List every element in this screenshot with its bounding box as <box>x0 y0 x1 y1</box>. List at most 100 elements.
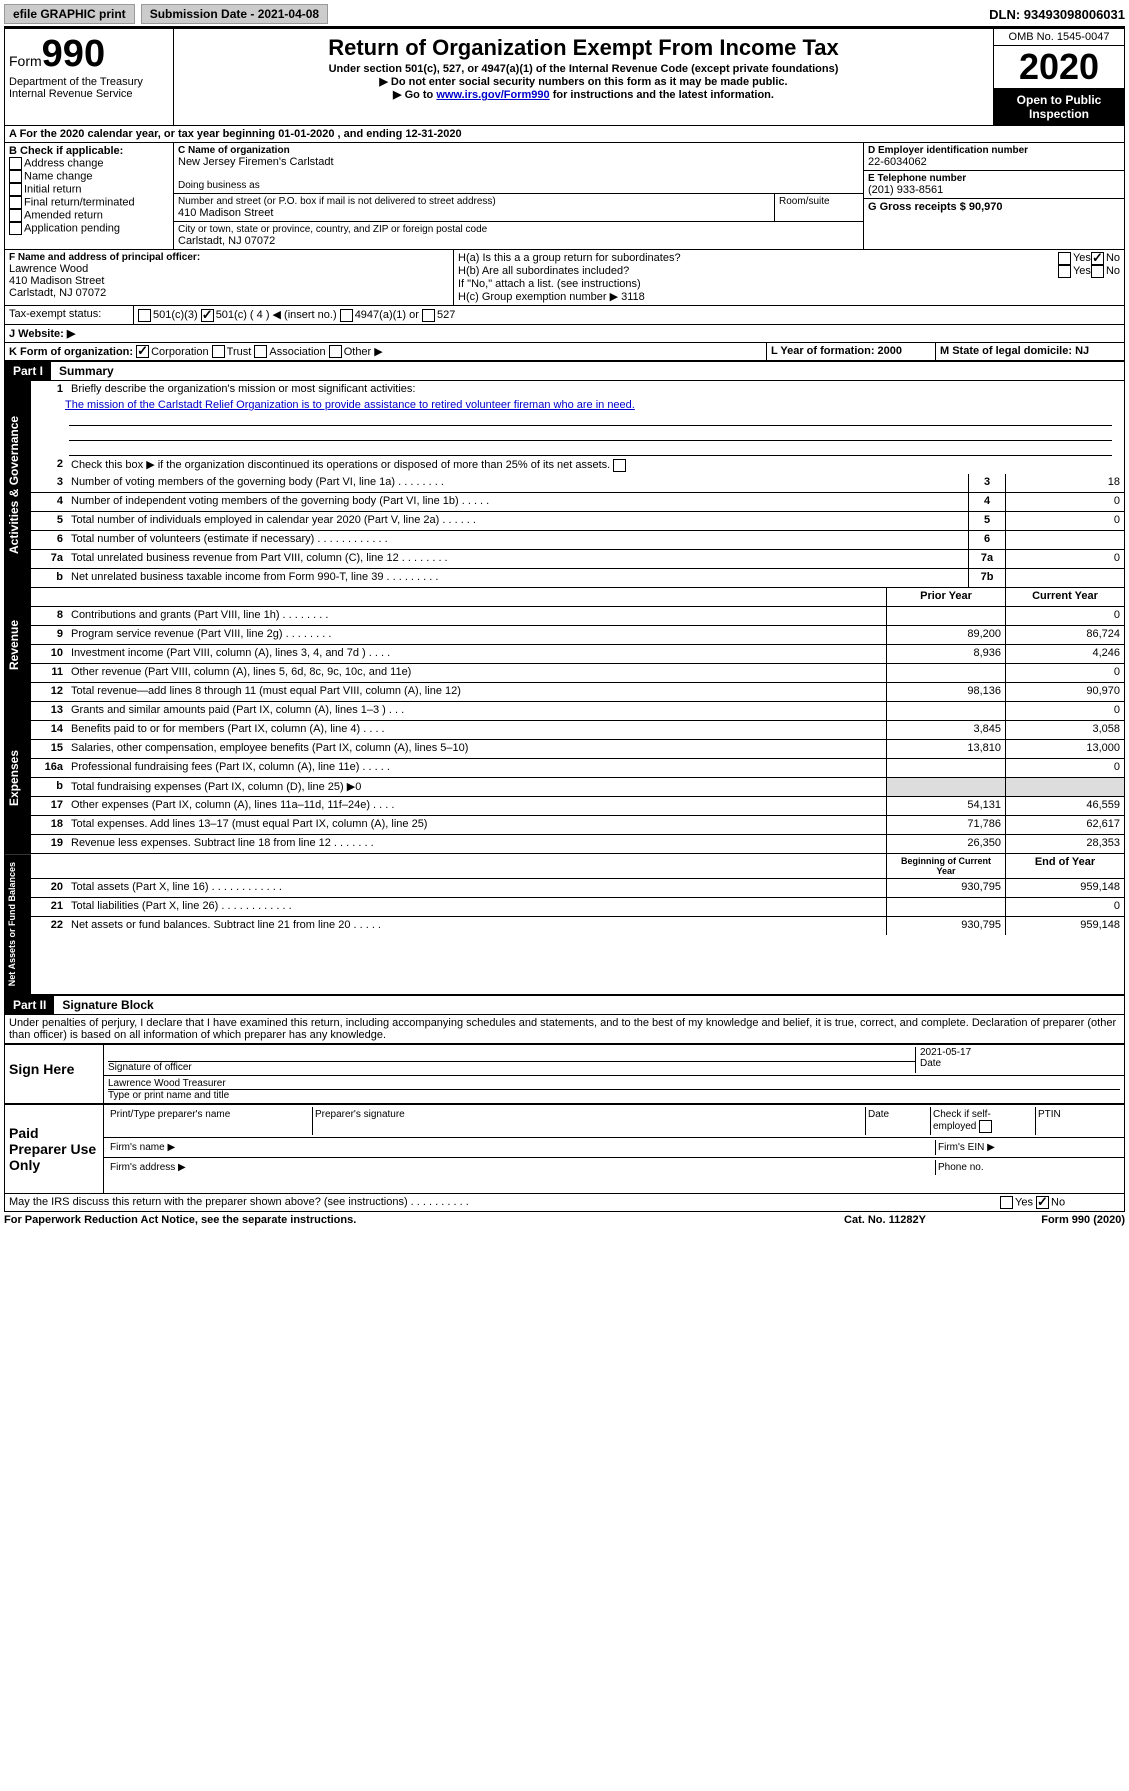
cb-527[interactable] <box>422 309 435 322</box>
cb-501c3[interactable] <box>138 309 151 322</box>
c10: 4,246 <box>1005 645 1124 663</box>
cb-name-change[interactable] <box>9 170 22 183</box>
box-b-label: B Check if applicable: <box>9 145 169 157</box>
p11 <box>886 664 1005 682</box>
cb-amended[interactable] <box>9 209 22 222</box>
opt-pending: Application pending <box>24 222 120 234</box>
line1-text: Briefly describe the organization's miss… <box>67 381 1124 399</box>
cb-501c[interactable] <box>201 309 214 322</box>
l22: Net assets or fund balances. Subtract li… <box>67 917 886 935</box>
val-7a: 0 <box>1005 550 1124 568</box>
ptin-label: PTIN <box>1036 1107 1120 1135</box>
c13: 0 <box>1005 702 1124 720</box>
part1-num: Part I <box>5 362 51 380</box>
h-b: H(b) Are all subordinates included? <box>458 265 1058 278</box>
p16a <box>886 759 1005 777</box>
org-city: Carlstadt, NJ 07072 <box>178 235 859 247</box>
no-text: No <box>1106 252 1120 265</box>
part2-num: Part II <box>5 996 54 1014</box>
c12: 90,970 <box>1005 683 1124 701</box>
submission-date-button[interactable]: Submission Date - 2021-04-08 <box>141 4 328 24</box>
h-c: H(c) Group exemption number ▶ 3118 <box>458 290 1120 303</box>
form-footer: Form 990 (2020) <box>965 1214 1125 1226</box>
dba-label: Doing business as <box>178 180 859 191</box>
cat-no: Cat. No. 11282Y <box>805 1214 965 1226</box>
c15: 13,000 <box>1005 740 1124 758</box>
cb-hb-no[interactable] <box>1091 265 1104 278</box>
c16a: 0 <box>1005 759 1124 777</box>
line7a-text: Total unrelated business revenue from Pa… <box>67 550 968 568</box>
cb-discuss-no[interactable] <box>1036 1196 1049 1209</box>
val-4: 0 <box>1005 493 1124 511</box>
cb-self-employed[interactable] <box>979 1120 992 1133</box>
cb-discontinued[interactable] <box>613 459 626 472</box>
tax-year: 2020 <box>994 46 1124 89</box>
e22: 959,148 <box>1005 917 1124 935</box>
box-l: L Year of formation: 2000 <box>767 343 936 361</box>
l17: Other expenses (Part IX, column (A), lin… <box>67 797 886 815</box>
yes-text2: Yes <box>1073 265 1091 278</box>
cb-corp[interactable] <box>136 345 149 358</box>
c14: 3,058 <box>1005 721 1124 739</box>
l16b: Total fundraising expenses (Part IX, col… <box>67 778 886 796</box>
cb-trust[interactable] <box>212 345 225 358</box>
l21: Total liabilities (Part X, line 26) . . … <box>67 898 886 916</box>
p19: 26,350 <box>886 835 1005 853</box>
h-note: If "No," attach a list. (see instruction… <box>458 278 1120 290</box>
line7b-text: Net unrelated business taxable income fr… <box>67 569 968 587</box>
cb-discuss-yes[interactable] <box>1000 1196 1013 1209</box>
cb-address-change[interactable] <box>9 157 22 170</box>
l15: Salaries, other compensation, employee b… <box>67 740 886 758</box>
501c3-text: 501(c)(3) <box>153 309 198 321</box>
cb-other[interactable] <box>329 345 342 358</box>
val-5: 0 <box>1005 512 1124 530</box>
l16a: Professional fundraising fees (Part IX, … <box>67 759 886 777</box>
cb-final[interactable] <box>9 196 22 209</box>
opt-amended: Amended return <box>24 209 103 221</box>
cb-pending[interactable] <box>9 222 22 235</box>
c9: 86,724 <box>1005 626 1124 644</box>
val-6 <box>1005 531 1124 549</box>
opt-final: Final return/terminated <box>24 196 135 208</box>
omb-number: OMB No. 1545-0047 <box>994 29 1124 46</box>
l14: Benefits paid to or for members (Part IX… <box>67 721 886 739</box>
4947-text: 4947(a)(1) or <box>355 309 419 321</box>
prep-sig-label: Preparer's signature <box>313 1107 866 1135</box>
end-year-header: End of Year <box>1005 854 1124 878</box>
irs-link[interactable]: www.irs.gov/Form990 <box>436 89 549 101</box>
cb-ha-yes[interactable] <box>1058 252 1071 265</box>
cb-4947[interactable] <box>340 309 353 322</box>
form-header: Form990 Department of the Treasury Inter… <box>4 28 1125 126</box>
box-g: G Gross receipts $ 90,970 <box>864 199 1124 215</box>
b22: 930,795 <box>886 917 1005 935</box>
cb-assoc[interactable] <box>254 345 267 358</box>
opt-initial: Initial return <box>24 183 81 195</box>
p12: 98,136 <box>886 683 1005 701</box>
box-e-label: E Telephone number <box>868 173 1120 184</box>
perjury-text: Under penalties of perjury, I declare th… <box>4 1015 1125 1044</box>
line2-text: Check this box ▶ if the organization dis… <box>71 459 610 471</box>
p14: 3,845 <box>886 721 1005 739</box>
501c-text: 501(c) ( 4 ) ◀ (insert no.) <box>216 309 337 321</box>
phone-value: (201) 933-8561 <box>868 184 1120 196</box>
c8: 0 <box>1005 607 1124 625</box>
other-text: Other ▶ <box>344 346 383 358</box>
efile-button[interactable]: efile GRAPHIC print <box>4 4 135 24</box>
b21 <box>886 898 1005 916</box>
cb-ha-no[interactable] <box>1091 252 1104 265</box>
ein-value: 22-6034062 <box>868 156 1120 168</box>
l8: Contributions and grants (Part VIII, lin… <box>67 607 886 625</box>
line5-text: Total number of individuals employed in … <box>67 512 968 530</box>
h-a: H(a) Is this a a group return for subord… <box>458 252 1058 265</box>
cb-initial[interactable] <box>9 183 22 196</box>
subtitle-1: Under section 501(c), 527, or 4947(a)(1)… <box>182 63 985 75</box>
dept-irs: Internal Revenue Service <box>9 88 169 100</box>
org-address: 410 Madison Street <box>178 207 770 219</box>
val-7b <box>1005 569 1124 587</box>
cb-hb-yes[interactable] <box>1058 265 1071 278</box>
trust-text: Trust <box>227 346 252 358</box>
527-text: 527 <box>437 309 455 321</box>
opt-name: Name change <box>24 170 93 182</box>
firm-ein-label: Firm's EIN ▶ <box>936 1140 1120 1155</box>
p15: 13,810 <box>886 740 1005 758</box>
